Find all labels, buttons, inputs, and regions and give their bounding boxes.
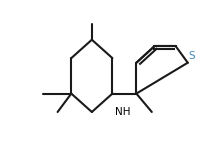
Text: S: S xyxy=(188,51,194,61)
Text: NH: NH xyxy=(115,107,131,117)
